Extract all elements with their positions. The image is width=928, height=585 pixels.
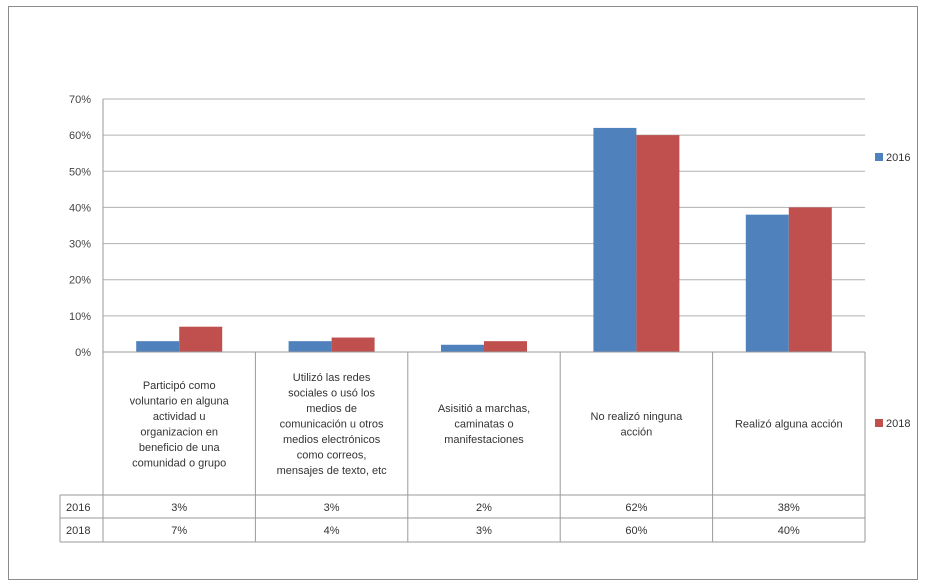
- y-tick-label: 70%: [69, 94, 91, 106]
- bar-2018-2: [331, 337, 375, 352]
- category-label-line: sociales o usó los: [288, 388, 375, 400]
- category-label-line: actividad u: [153, 411, 206, 423]
- category-label-line: Utilizó las redes: [293, 372, 371, 384]
- category-label-line: acción: [621, 426, 653, 438]
- table-cell-value: 38%: [778, 502, 800, 514]
- table-cell-value: 3%: [324, 502, 340, 514]
- y-tick-label: 50%: [69, 166, 91, 178]
- table-cell-value: 3%: [171, 502, 187, 514]
- category-label: Utilizó las redes sociales o usó los medio…: [277, 372, 388, 477]
- category-label-line: organizacion en: [140, 426, 218, 438]
- category-label-line: Asisitió a marchas,: [438, 403, 530, 415]
- category-label-line: comunicación u otros: [280, 419, 384, 431]
- bar-2018-3: [484, 341, 527, 352]
- table-cell-value: 3%: [476, 525, 492, 537]
- bar-2016-2: [288, 341, 332, 352]
- table-cell-value: 62%: [625, 502, 647, 514]
- category-label-line: Realizó alguna acción: [735, 419, 843, 431]
- category-label-line: voluntario en alguna: [130, 395, 230, 407]
- category-label: Realizó alguna acción: [735, 419, 843, 431]
- legend-label: 2018: [886, 418, 910, 430]
- y-tick-label: 40%: [69, 202, 91, 214]
- y-tick-label: 10%: [69, 311, 91, 323]
- category-label: No realizó ninguna acción: [591, 411, 684, 439]
- table-cell-value: 7%: [171, 525, 187, 537]
- category-label-line: manifestaciones: [444, 434, 524, 446]
- bar-2018-1: [179, 326, 223, 352]
- bar-2018-5: [788, 207, 832, 352]
- category-label-line: medios de: [306, 403, 357, 415]
- table-cell-value: 2%: [476, 502, 492, 514]
- y-tick-label: 20%: [69, 275, 91, 287]
- bar-2016-1: [136, 341, 180, 352]
- bar-2018-4: [636, 135, 680, 352]
- legend-swatch: [875, 419, 883, 427]
- category-label: Asisitió a marchas, caminatas o manifestac…: [438, 403, 530, 446]
- category-label-line: mensajes de texto, etc: [277, 465, 388, 477]
- category-label-line: Participó como: [143, 380, 216, 392]
- category-label-line: como correos,: [297, 450, 367, 462]
- table-cell-value: 40%: [778, 525, 800, 537]
- category-label: Participó como voluntario en alguna activi…: [130, 380, 230, 470]
- legend-swatch: [875, 153, 883, 161]
- table-series-label: 2018: [66, 525, 90, 537]
- table-cell-value: 4%: [324, 525, 340, 537]
- category-label-line: medios electrónicos: [283, 434, 381, 446]
- legend-label: 2016: [886, 152, 910, 164]
- category-label-line: No realizó ninguna: [591, 411, 684, 423]
- bar-2016-3: [441, 344, 484, 352]
- category-label-line: beneficio de una: [139, 442, 221, 454]
- y-tick-label: 60%: [69, 130, 91, 142]
- table-cell-value: 60%: [625, 525, 647, 537]
- bar-2016-5: [745, 214, 789, 352]
- category-label-line: comunidad o grupo: [132, 457, 226, 469]
- category-label-line: caminatas o: [454, 419, 513, 431]
- y-tick-label: 30%: [69, 239, 91, 251]
- table-series-label: 2016: [66, 502, 90, 514]
- bar-2016-4: [593, 127, 637, 353]
- y-tick-label: 0%: [75, 347, 91, 359]
